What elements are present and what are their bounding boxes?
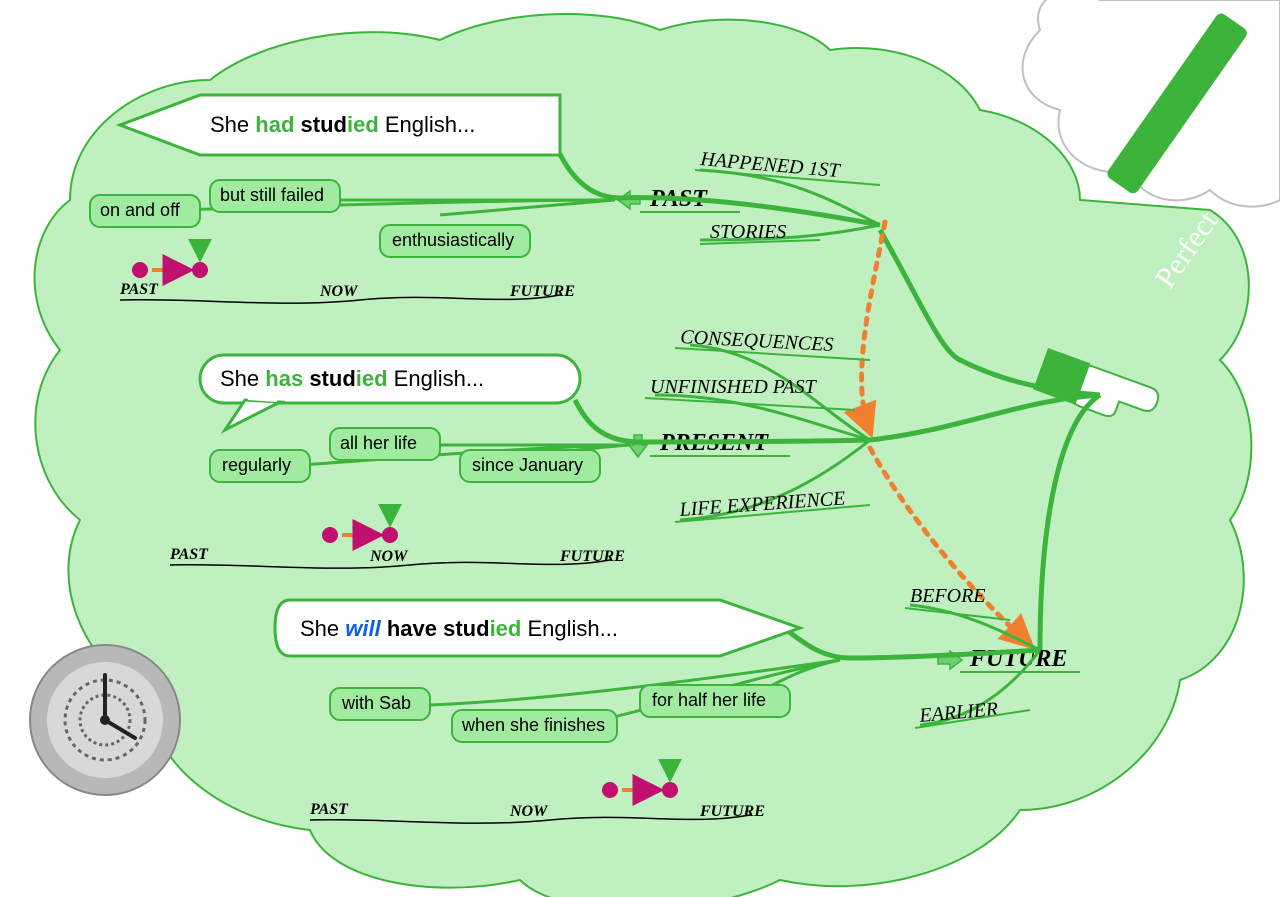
past-pill-3: enthusiastically — [392, 230, 514, 250]
svg-text:PAST: PAST — [169, 546, 209, 563]
present-branch-2: UNFINISHED PAST — [650, 376, 818, 398]
future-pill-3: for half her life — [652, 690, 766, 710]
present-sentence: She has studied English... — [220, 366, 484, 391]
present-pill-1: regularly — [222, 455, 291, 475]
svg-text:PAST: PAST — [119, 281, 159, 298]
svg-text:NOW: NOW — [319, 283, 359, 300]
future-branch-1: BEFORE — [910, 585, 986, 607]
present-pill-3: since January — [472, 455, 583, 475]
past-pill-1: on and off — [100, 200, 181, 220]
svg-text:NOW: NOW — [369, 548, 409, 565]
svg-text:NOW: NOW — [509, 803, 549, 820]
future-pill-1: with Sab — [341, 693, 411, 713]
present-pill-2: all her life — [340, 433, 417, 453]
future-pill-2: when she finishes — [461, 715, 605, 735]
past-sentence: She had studied English... — [210, 112, 475, 137]
clock-icon — [30, 645, 180, 795]
past-branch-2: STORIES — [710, 221, 786, 243]
svg-text:PAST: PAST — [309, 801, 349, 818]
svg-text:FUTURE: FUTURE — [559, 548, 625, 565]
future-sentence: She will have studied English... — [300, 616, 618, 641]
svg-text:FUTURE: FUTURE — [509, 283, 575, 300]
svg-text:FUTURE: FUTURE — [699, 803, 765, 820]
past-pill-2: but still failed — [220, 185, 324, 205]
